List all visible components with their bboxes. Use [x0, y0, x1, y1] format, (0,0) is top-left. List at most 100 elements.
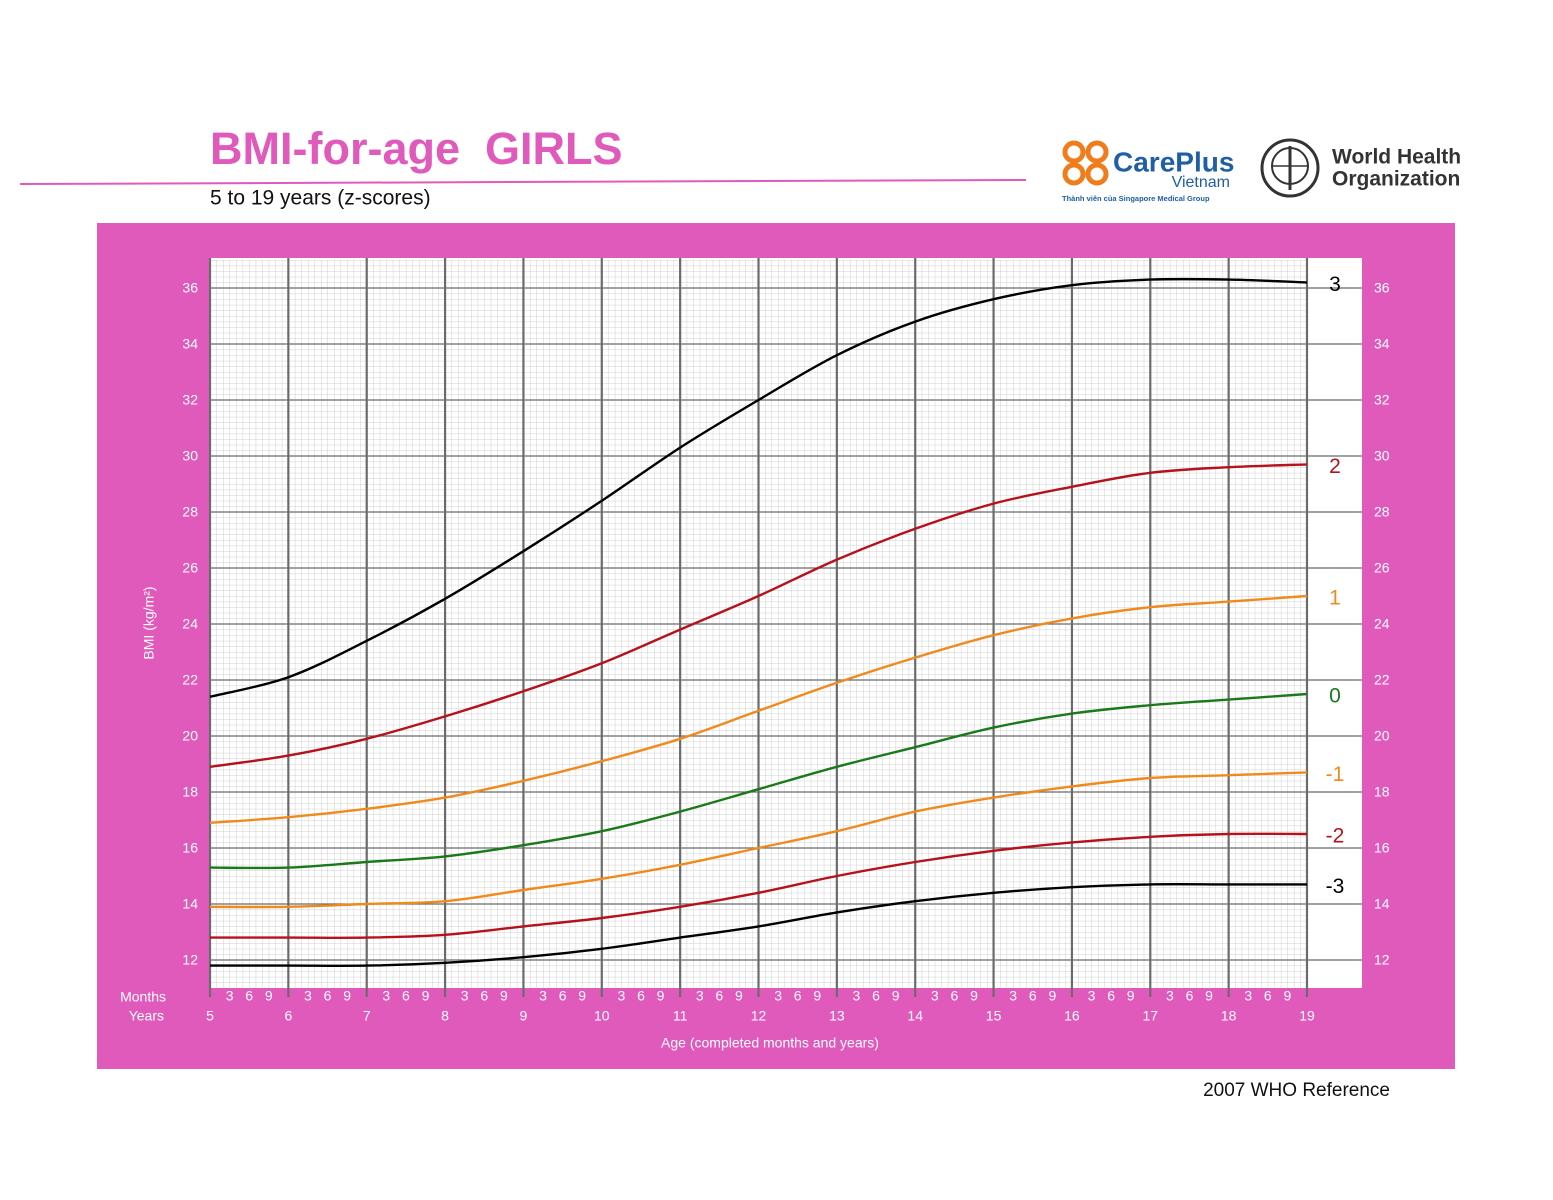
- z-score-line: [209, 594, 1308, 824]
- x-tick-label: 8: [441, 1008, 449, 1024]
- month-tick-label: 6: [637, 988, 645, 1004]
- month-tick-label: 3: [853, 988, 861, 1004]
- y-tick-label-right: 30: [1374, 448, 1390, 464]
- y-tick-label-right: 24: [1374, 616, 1390, 632]
- y-tick-label-right: 12: [1374, 952, 1390, 968]
- y-tick-label: 32: [182, 392, 198, 408]
- month-tick-label: 3: [461, 988, 469, 1004]
- z-score-line: [209, 463, 1308, 768]
- x-tick-label: 14: [907, 1008, 923, 1024]
- y-tick-label: 18: [182, 784, 198, 800]
- month-tick-label: 3: [1088, 988, 1096, 1004]
- y-tick-label-right: 36: [1374, 280, 1390, 296]
- month-tick-label: 6: [1186, 988, 1194, 1004]
- month-tick-label: 9: [265, 988, 273, 1004]
- month-tick-label: 6: [794, 988, 802, 1004]
- y-tick-label: 34: [182, 336, 198, 352]
- month-tick-label: 6: [1264, 988, 1272, 1004]
- who-line1: World Health: [1332, 146, 1461, 169]
- y-tick-label-right: 32: [1374, 392, 1390, 408]
- x-tick-label: 5: [206, 1008, 214, 1024]
- x-tick-label: 12: [751, 1008, 767, 1024]
- y-axis-label: BMI (kg/m²): [141, 586, 157, 659]
- month-tick-label: 3: [1009, 988, 1017, 1004]
- month-tick-label: 9: [343, 988, 351, 1004]
- y-tick-label-right: 28: [1374, 504, 1390, 520]
- y-tick-label-right: 20: [1374, 728, 1390, 744]
- month-tick-label: 9: [1284, 988, 1292, 1004]
- y-tick-label: 22: [182, 672, 198, 688]
- chart-title: BMI-for-age GIRLS: [210, 123, 623, 174]
- y-tick-label-right: 22: [1374, 672, 1390, 688]
- month-tick-label: 9: [735, 988, 743, 1004]
- careplus-country: Vietnam: [1172, 174, 1230, 191]
- y-tick-label-right: 26: [1374, 560, 1390, 576]
- month-tick-label: 3: [774, 988, 782, 1004]
- y-tick-label-right: 18: [1374, 784, 1390, 800]
- careplus-name: CarePlus: [1113, 146, 1234, 177]
- chart-subtitle: 5 to 19 years (z-scores): [210, 187, 431, 210]
- y-tick-label: 28: [182, 504, 198, 520]
- z-score-line: [209, 277, 1308, 698]
- month-tick-label: 6: [872, 988, 880, 1004]
- y-tick-label-right: 14: [1374, 896, 1390, 912]
- month-tick-label: 3: [931, 988, 939, 1004]
- x-tick-label: 6: [284, 1008, 292, 1024]
- y-tick-label: 24: [182, 616, 198, 632]
- month-tick-label: 9: [970, 988, 978, 1004]
- series-label: -3: [1326, 875, 1345, 898]
- month-tick-label: 6: [1107, 988, 1115, 1004]
- x-tick-label: 9: [520, 1008, 528, 1024]
- month-tick-label: 9: [1205, 988, 1213, 1004]
- x-tick-label: 13: [829, 1008, 845, 1024]
- month-tick-label: 9: [1127, 988, 1135, 1004]
- z-score-line: [209, 771, 1308, 909]
- y-tick-label: 26: [182, 560, 198, 576]
- month-tick-label: 3: [539, 988, 547, 1004]
- y-tick-label-right: 16: [1374, 840, 1390, 856]
- month-tick-label: 6: [950, 988, 958, 1004]
- z-score-line: [209, 692, 1308, 870]
- x-tick-label: 19: [1299, 1008, 1315, 1024]
- x-tick-label: 16: [1064, 1008, 1080, 1024]
- month-tick-label: 3: [1166, 988, 1174, 1004]
- careplus-logo: CarePlus Vietnam Thành viên của Singapor…: [1062, 140, 1234, 203]
- z-score-line: [209, 882, 1307, 968]
- x-axis-label: Age (completed months and years): [661, 1035, 879, 1051]
- month-tick-label: 9: [657, 988, 665, 1004]
- y-tick-label: 20: [182, 728, 198, 744]
- x-tick-label: 18: [1221, 1008, 1237, 1024]
- x-tick-label: 10: [594, 1008, 610, 1024]
- series-label: 3: [1329, 273, 1341, 296]
- month-tick-label: 6: [245, 988, 253, 1004]
- month-tick-label: 3: [226, 988, 234, 1004]
- x-tick-label: 7: [363, 1008, 371, 1024]
- month-tick-label: 3: [382, 988, 390, 1004]
- source-note: 2007 WHO Reference: [1203, 1080, 1390, 1101]
- month-tick-label: 9: [422, 988, 430, 1004]
- title-rule: [19, 179, 1027, 185]
- month-tick-label: 9: [578, 988, 586, 1004]
- month-tick-label: 9: [813, 988, 821, 1004]
- y-tick-label: 30: [182, 448, 198, 464]
- months-label: Months: [120, 989, 166, 1005]
- y-tick-label: 36: [182, 280, 198, 296]
- y-tick-label-right: 34: [1374, 336, 1390, 352]
- month-tick-label: 3: [696, 988, 704, 1004]
- series-label: -2: [1326, 825, 1345, 848]
- z-score-line: [209, 832, 1308, 940]
- month-tick-label: 9: [500, 988, 508, 1004]
- y-tick-label: 16: [182, 840, 198, 856]
- month-tick-label: 6: [715, 988, 723, 1004]
- month-tick-label: 6: [1029, 988, 1037, 1004]
- month-tick-label: 6: [480, 988, 488, 1004]
- month-tick-label: 6: [324, 988, 332, 1004]
- month-tick-label: 3: [1244, 988, 1252, 1004]
- y-tick-label: 12: [182, 952, 198, 968]
- series-label: 0: [1329, 685, 1341, 708]
- month-tick-label: 3: [617, 988, 625, 1004]
- month-tick-label: 6: [402, 988, 410, 1004]
